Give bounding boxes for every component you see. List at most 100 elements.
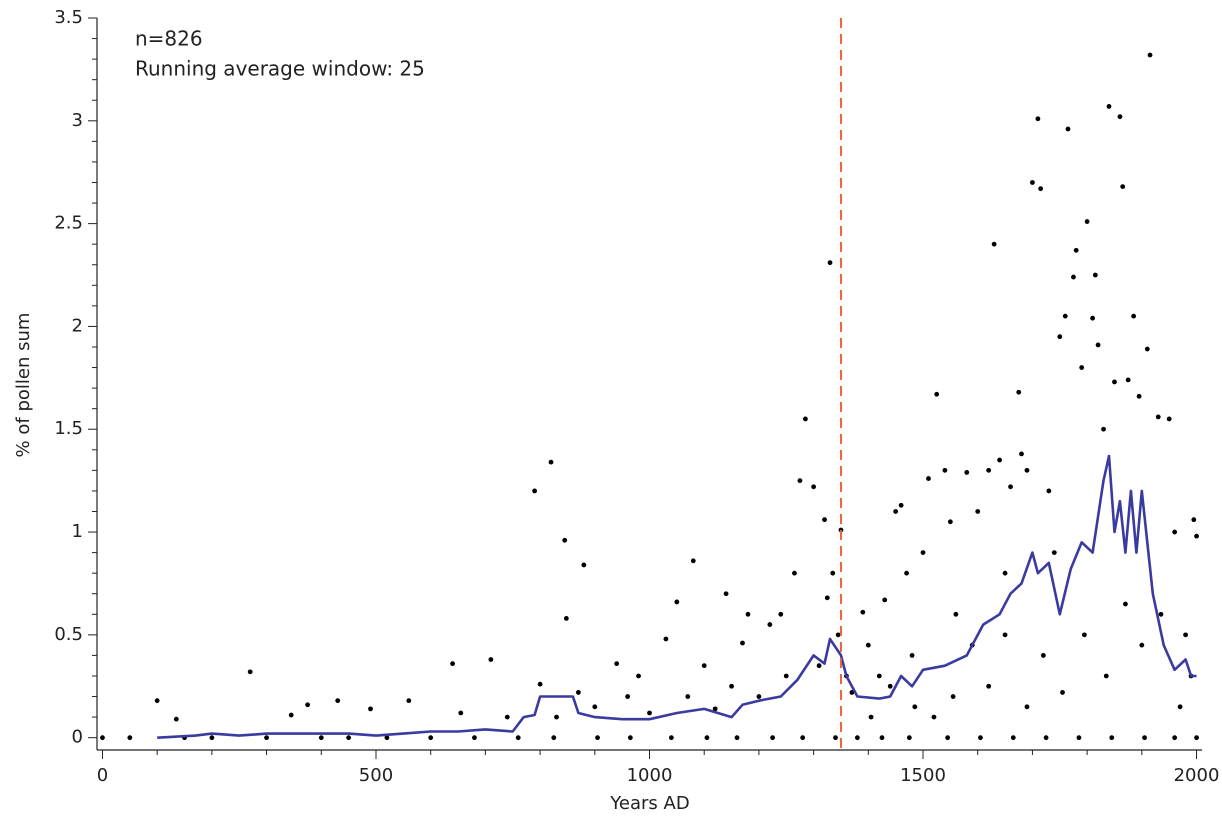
data-point (964, 470, 970, 475)
data-point (515, 735, 521, 741)
data-point (1109, 735, 1115, 741)
data-point (406, 698, 412, 704)
data-point (1103, 673, 1109, 679)
data-point (575, 690, 581, 695)
data-point (537, 681, 543, 687)
data-point (450, 661, 455, 667)
data-point (1172, 529, 1178, 535)
data-point (811, 484, 817, 490)
data-point (581, 562, 587, 568)
data-point (1106, 104, 1112, 109)
data-point (1081, 632, 1087, 638)
data-point (1090, 315, 1095, 321)
data-point (1019, 451, 1024, 457)
data-point (562, 537, 568, 543)
data-point (997, 457, 1002, 463)
data-point (1051, 550, 1057, 556)
data-point (701, 663, 707, 669)
x-tick-label: 0 (97, 765, 108, 786)
data-point (898, 502, 904, 508)
data-point (1117, 114, 1123, 120)
data-point (595, 735, 600, 741)
data-point (1095, 342, 1101, 348)
data-point (729, 683, 734, 689)
data-point (893, 509, 899, 514)
data-point (1177, 704, 1183, 710)
data-point (827, 260, 833, 266)
data-point (625, 694, 631, 699)
data-point (824, 595, 830, 601)
data-point (1123, 601, 1128, 607)
data-point (756, 694, 762, 699)
data-point (854, 735, 860, 741)
data-point (1065, 126, 1071, 132)
data-point (674, 599, 680, 605)
data-point (797, 478, 803, 484)
y-tick-label: 3.5 (54, 7, 83, 28)
data-point (488, 657, 494, 662)
data-point (100, 735, 105, 741)
data-point (335, 698, 341, 704)
data-point (1073, 247, 1079, 253)
data-point (1183, 632, 1188, 638)
data-point (931, 714, 937, 720)
data-point (154, 698, 160, 704)
data-point (1024, 704, 1030, 710)
data-point (778, 611, 784, 617)
data-point (767, 622, 773, 627)
data-point (1062, 313, 1068, 319)
data-point (792, 570, 797, 576)
data-point (592, 704, 598, 710)
data-point (1010, 735, 1016, 741)
data-point (548, 459, 554, 465)
data-point (1131, 313, 1137, 319)
data-point (783, 673, 789, 679)
annotation: Running average window: 25 (135, 57, 425, 81)
data-point (563, 616, 569, 621)
data-point (1147, 52, 1153, 58)
data-point (1142, 735, 1147, 741)
data-point (934, 391, 940, 397)
data-point (1016, 389, 1022, 395)
data-point (835, 632, 841, 638)
data-point (551, 735, 557, 741)
data-point (833, 735, 838, 741)
data-point (770, 735, 775, 741)
data-point (1030, 180, 1035, 185)
y-tick-label: 2.5 (54, 213, 83, 234)
data-point (1120, 184, 1126, 190)
data-point (975, 509, 981, 514)
y-tick-label: 2 (72, 315, 83, 336)
data-point (1002, 570, 1008, 576)
data-point (1155, 414, 1161, 420)
data-point (947, 519, 953, 525)
running-average-line (157, 454, 1197, 739)
data-point (346, 735, 352, 741)
data-point (1194, 533, 1199, 539)
data-point (1144, 346, 1150, 352)
data-point (627, 735, 633, 741)
data-point (1060, 690, 1065, 695)
x-axis-label: Years AD (609, 793, 689, 814)
data-point (838, 527, 844, 533)
data-point (636, 673, 641, 679)
data-point (745, 611, 751, 617)
x-tick-label: 2000 (1174, 765, 1220, 786)
data-point (950, 694, 956, 699)
data-point (1079, 365, 1085, 370)
data-point (127, 735, 133, 741)
data-point (685, 694, 691, 699)
data-point (1125, 377, 1131, 383)
data-point (882, 597, 888, 603)
data-point (800, 735, 806, 741)
data-point (712, 706, 718, 712)
data-point (458, 710, 464, 716)
data-point (723, 591, 729, 597)
data-point (865, 642, 871, 648)
data-point (734, 735, 740, 741)
data-point (1101, 426, 1106, 432)
annotation: n=826 (135, 27, 203, 51)
data-point (209, 735, 215, 741)
data-point (614, 661, 620, 667)
data-point (1139, 642, 1145, 648)
